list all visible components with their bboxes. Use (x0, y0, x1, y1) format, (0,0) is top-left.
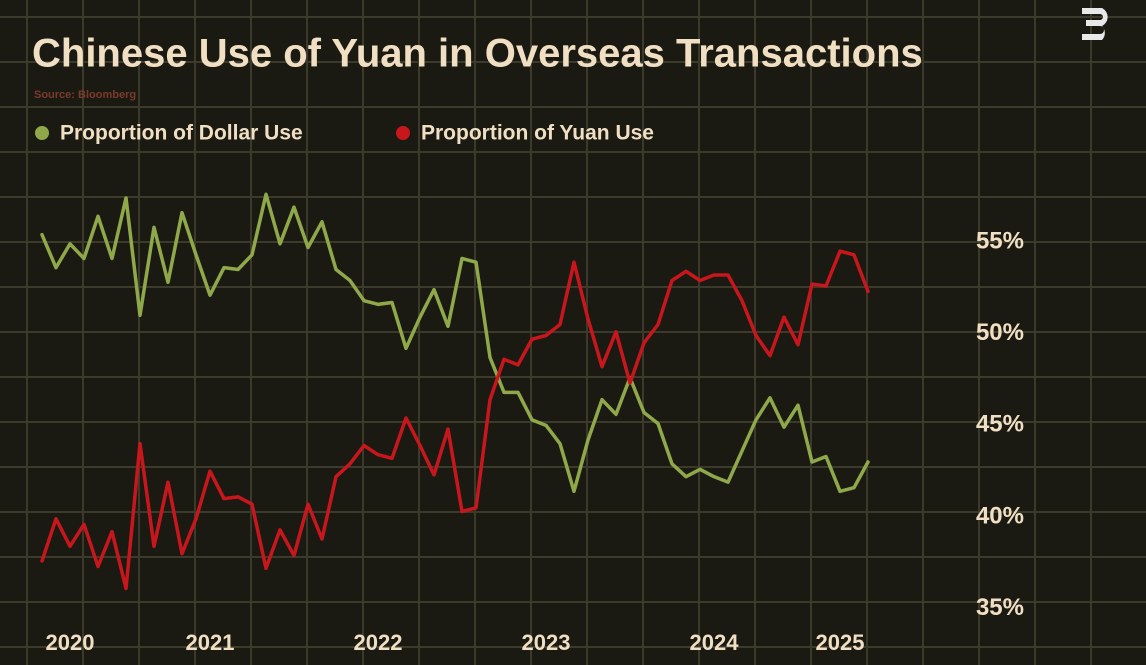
y-tick-label: 45% (976, 411, 1024, 438)
x-tick-label: 2023 (522, 630, 571, 655)
x-tick-label: 2022 (354, 630, 403, 655)
x-tick-label: 2024 (690, 630, 740, 655)
logo (1082, 8, 1108, 40)
chart-title: Chinese Use of Yuan in Overseas Transact… (32, 32, 923, 76)
x-tick-label: 2021 (186, 630, 235, 655)
legend-marker (396, 126, 410, 140)
chart-source: Source: Bloomberg (34, 89, 136, 101)
legend-label: Proportion of Dollar Use (60, 122, 303, 145)
legend-label: Proportion of Yuan Use (421, 122, 654, 145)
legend-marker (35, 126, 49, 140)
y-tick-label: 35% (976, 594, 1024, 621)
series-line (40, 249, 870, 591)
series-line (40, 192, 870, 494)
x-tick-label: 2020 (46, 630, 95, 655)
y-tick-label: 40% (976, 502, 1024, 529)
y-tick-label: 50% (976, 319, 1024, 346)
y-tick-label: 55% (976, 227, 1024, 254)
x-tick-label: 2025 (816, 630, 865, 655)
